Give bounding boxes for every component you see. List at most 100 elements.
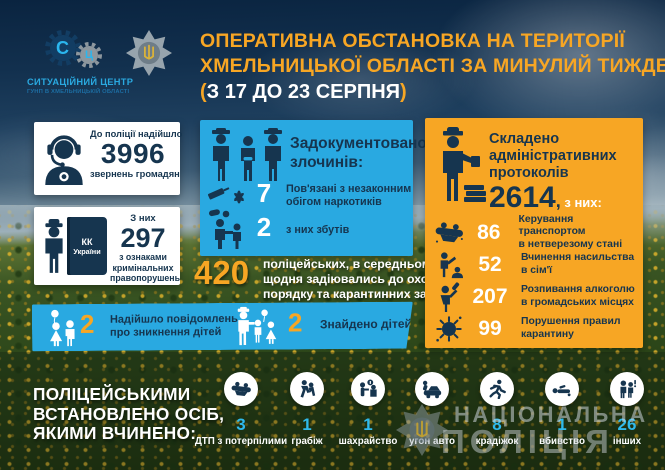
book-line-2: України: [73, 246, 101, 256]
protocol-row-alcohol: 207 Розпивання алкоголю в громадських мі…: [433, 281, 637, 312]
title-line-2: ХМЕЛЬНИЦЬКОЇ ОБЛАСТІ ЗА МИНУЛИЙ ТИЖДЕНЬ: [200, 55, 665, 77]
watermark-text-line1: НАЦІОНАЛЬНА: [454, 402, 648, 427]
dtp-value: 3: [236, 415, 246, 434]
watermark-text-line2: ПОЛІЦІЯ: [441, 423, 614, 460]
drug-crimes-label-1: Пов'язані з незаконним: [286, 183, 412, 195]
domestic-violence-icon: [440, 251, 463, 278]
org-subtitle: ГУНП В ХМЕЛЬНИЦЬКІЙ ОБЛАСТІ: [27, 89, 130, 95]
protocol-officer-icon: [443, 127, 486, 202]
bottom-shade: [0, 352, 665, 470]
fraud-icon: [360, 379, 377, 397]
criminal-caption-1: з ознаками: [119, 252, 167, 262]
missing-children-bar: 2 Надійшло повідомлень про зникнення діт…: [32, 302, 413, 352]
crashed-car-icon: [435, 221, 463, 243]
offenders-heading-1: ПОЛІЦЕЙСЬКИМИ: [33, 384, 191, 404]
offenders-heading-2: ВСТАНОВЛЕНО ОСІБ,: [33, 403, 225, 424]
arrest-icon: [212, 128, 282, 181]
crimes-title-1: Задокументовано: [290, 135, 427, 152]
drug-sale-icon: [215, 219, 241, 249]
police-with-children-icon: [234, 307, 280, 347]
offender-item-car-theft: угон авто: [382, 372, 482, 447]
drug-crimes-label-2: обігом наркотиків: [286, 195, 382, 208]
alcohol-label-1: Розпивання алкоголю: [521, 284, 635, 296]
murder-value: 1: [557, 415, 567, 434]
offenders-heading-3: ЯКИМИ ВЧИНЕНО:: [33, 423, 197, 443]
watermark-badge-icon: [396, 404, 448, 456]
date-paren-open: (: [200, 81, 207, 103]
criminal-intro: З них: [130, 213, 156, 224]
others-value: 26: [617, 415, 637, 434]
fraud-label: шахрайство: [338, 436, 398, 447]
robbery-icon: [300, 380, 316, 398]
quarantine-label-2: карантину: [521, 328, 574, 340]
protocols-title-3: протоколів: [489, 165, 569, 181]
criminal-value: 297: [120, 223, 166, 253]
alcohol-value: 207: [472, 284, 508, 308]
appeals-value: 3996: [100, 138, 166, 169]
domestic-violence-value: 52: [478, 252, 502, 276]
documented-crimes-card: Задокументовано злочинів: 7 Пов'язані з …: [200, 120, 427, 256]
offender-item-dtp: 3 ДТП з потерпілими: [191, 372, 291, 447]
police-badge-icon: [126, 30, 172, 76]
protocol-row-quarantine: 99 Порушення правил карантину: [433, 315, 637, 342]
duty-officers-value: 420: [194, 254, 250, 291]
offender-item-murder: 1 вбивство: [512, 372, 612, 447]
offender-item-fraud: 1 шахрайство: [318, 372, 418, 447]
running-thief-icon: [489, 379, 506, 399]
protocol-row-domestic-violence: 52 Вчинення насильства в сім'ї: [433, 251, 637, 278]
public-drinking-icon: [440, 281, 460, 312]
quarantine-value: 99: [478, 316, 502, 340]
page-title: ОПЕРАТИВНА ОБСТАНОВКА НА ТЕРИТОРІЇ ХМЕЛЬ…: [200, 29, 665, 105]
drunk-driving-label-2: в нетверезому стані: [518, 238, 623, 250]
book-line-1: КК: [81, 236, 93, 247]
date-text: З 17 ДО 23 СЕРПНЯ: [206, 81, 401, 103]
others-label: інших: [612, 436, 642, 447]
murder-icon: [552, 385, 571, 397]
org-name: СИТУАЦІЙНИЙ ЦЕНТР: [27, 77, 134, 87]
logo-letter-c: С: [56, 38, 69, 58]
protocol-row-drunk-driving: 86 Керування транспортом в нетверезому с…: [433, 214, 637, 250]
missing-children-label-1: Надійшло повідомлень: [109, 312, 238, 326]
crash-icon: [231, 381, 251, 396]
virus-icon: [436, 315, 462, 342]
car-theft-label: угон авто: [409, 436, 456, 447]
domestic-violence-label-1: Вчинення насильства: [521, 252, 635, 264]
drug-crimes-value: 7: [256, 178, 272, 208]
protocols-title-2: адміністративних: [489, 148, 617, 164]
offender-item-robbery: 1 грабіж: [257, 372, 357, 447]
criminal-caption-2: кримінальних: [112, 262, 174, 273]
alcohol-label-2: в громадських місцях: [521, 296, 634, 308]
criminal-caption-3: правопорушень: [110, 273, 181, 283]
murder-label: вбивство: [539, 436, 585, 447]
quarantine-label-1: Порушення правил: [521, 316, 621, 328]
situation-center-gears-icon: [45, 30, 102, 68]
protocols-value: 2614: [489, 181, 556, 214]
duty-label-2: щодня задіювались до охорони: [263, 271, 459, 286]
date-paren-close: ): [400, 81, 407, 103]
children-with-balloon-icon: [48, 309, 78, 347]
drunk-driving-value: 86: [477, 220, 501, 244]
appeals-caption: звернень громадян: [90, 169, 180, 179]
duty-label-3: порядку та карантинних заходів: [263, 286, 460, 301]
found-children-label: Знайдено дітей: [319, 316, 412, 332]
cloud-shape: [240, 30, 480, 130]
appeals-card: До поліції надійшло 3996 звернень громад…: [34, 122, 182, 195]
robbery-label: грабіж: [291, 436, 323, 447]
domestic-violence-label-2: в сім'ї: [521, 264, 553, 276]
protocols-title-1: Складено: [489, 131, 560, 147]
theft-value: 8: [492, 415, 502, 434]
title-line-1: ОПЕРАТИВНА ОБСТАНОВКА НА ТЕРИТОРІЇ: [200, 30, 625, 52]
drug-sale-label: з них збутів: [286, 224, 350, 236]
offender-item-others: 26 інших: [577, 372, 665, 447]
theft-label: крадіжок: [475, 436, 519, 447]
duty-label-1: поліцейських, в середньому,: [263, 257, 441, 271]
missing-children-label-2: про зникнення дітей: [109, 326, 222, 339]
call-operator-icon: [45, 135, 83, 185]
crimes-title-2: злочинів:: [290, 153, 364, 171]
criminal-offenses-card: КК України З них 297 з ознаками кримінал…: [34, 207, 180, 285]
fraud-value: 1: [363, 415, 373, 434]
drug-sale-value: 2: [256, 212, 272, 242]
other-offenses-icon: [620, 379, 637, 399]
offender-item-theft: 8 крадіжок: [447, 372, 547, 447]
